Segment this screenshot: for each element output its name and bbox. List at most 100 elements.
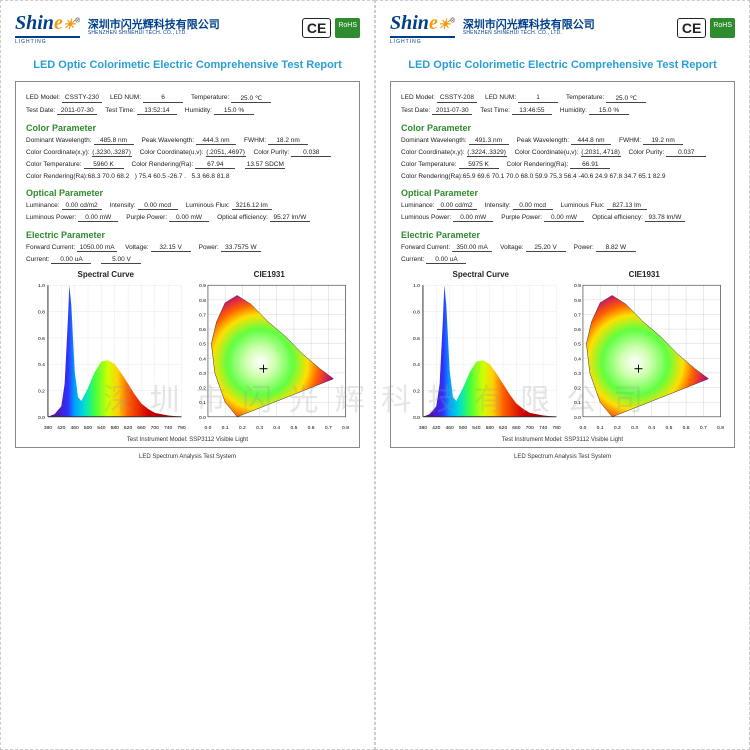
svg-text:0.2: 0.2 [574,386,581,392]
svg-text:0.5: 0.5 [290,425,297,431]
system-footer: LED Spectrum Analysis Test System [390,454,735,460]
svg-text:0.5: 0.5 [199,342,206,348]
section-electric: Electric Parameter [26,230,349,240]
svg-text:0.4: 0.4 [273,425,280,431]
svg-text:0.2: 0.2 [613,425,620,431]
svg-text:0.3: 0.3 [199,371,206,377]
svg-text:0.9: 0.9 [574,283,581,289]
spectral-title: Spectral Curve [401,270,561,279]
report-page-left: Shine☀® LIGHTING 深圳市闪光辉科技有限公司 SHENZHEN S… [0,0,375,750]
svg-text:0.7: 0.7 [574,312,581,318]
svg-text:0.2: 0.2 [413,388,420,394]
svg-text:540: 540 [472,425,481,431]
report-title: LED Optic Colorimetic Electric Comprehen… [15,59,360,71]
svg-text:0.2: 0.2 [238,425,245,431]
svg-text:0.2: 0.2 [38,388,45,394]
cie-chart: 0.00.10.20.30.40.50.60.70.80.00.10.20.30… [190,281,350,431]
svg-text:0.1: 0.1 [199,400,206,406]
svg-text:500: 500 [84,425,93,431]
svg-text:0.1: 0.1 [596,425,603,431]
logo-text: Shine☀ [390,12,450,34]
spectral-chart: 3804204605005405806206607007407800.00.20… [401,281,561,431]
company: 深圳市闪光辉科技有限公司 SHENZHEN SHINEHUI TECH. CO.… [88,19,220,37]
svg-text:0.8: 0.8 [717,425,724,431]
rohs-icon: RoHS [710,18,735,38]
svg-text:420: 420 [57,425,66,431]
svg-text:580: 580 [111,425,120,431]
svg-text:0.1: 0.1 [574,400,581,406]
svg-text:0.8: 0.8 [413,310,420,316]
svg-text:700: 700 [526,425,535,431]
svg-text:580: 580 [486,425,495,431]
svg-text:0.0: 0.0 [413,415,420,421]
svg-text:0.4: 0.4 [38,362,45,368]
svg-text:0.6: 0.6 [682,425,689,431]
svg-text:0.4: 0.4 [199,356,206,362]
svg-text:700: 700 [151,425,160,431]
svg-text:1.0: 1.0 [413,283,420,289]
logo-block: Shine☀® LIGHTING 深圳市闪光辉科技有限公司 SHENZHEN S… [15,12,220,45]
svg-text:0.0: 0.0 [574,415,581,421]
svg-text:0.5: 0.5 [574,342,581,348]
ce-icon: CE [302,18,331,38]
svg-text:0.3: 0.3 [256,425,263,431]
svg-text:380: 380 [44,425,53,431]
svg-text:540: 540 [97,425,106,431]
section-optical: Optical Parameter [401,188,724,198]
svg-text:660: 660 [137,425,146,431]
svg-text:780: 780 [177,425,185,431]
svg-text:0.3: 0.3 [574,371,581,377]
svg-text:0.0: 0.0 [38,415,45,421]
svg-text:420: 420 [432,425,441,431]
svg-text:0.7: 0.7 [324,425,331,431]
svg-text:0.8: 0.8 [574,298,581,304]
svg-text:1.0: 1.0 [38,283,45,289]
instrument-footer: Test Instrument Model: SSP3112 Visible L… [26,437,349,443]
report-frame: LED Model:CSSTY-230LED NUM:6Temperature:… [15,81,360,448]
report-frame: LED Model:CSSTY-208LED NUM:1Temperature:… [390,81,735,448]
svg-text:740: 740 [539,425,548,431]
svg-text:380: 380 [419,425,428,431]
svg-text:0.6: 0.6 [574,327,581,333]
svg-text:0.0: 0.0 [579,425,586,431]
logo-sub: LIGHTING [390,36,455,45]
cie-title: CIE1931 [190,270,350,279]
svg-text:0.2: 0.2 [199,386,206,392]
svg-text:0.8: 0.8 [38,310,45,316]
report-page-right: Shine☀® LIGHTING 深圳市闪光辉科技有限公司 SHENZHEN S… [375,0,750,750]
certifications: CE RoHS [302,18,360,38]
section-optical: Optical Parameter [26,188,349,198]
svg-text:0.0: 0.0 [199,415,206,421]
svg-text:0.4: 0.4 [413,362,420,368]
instrument-footer: Test Instrument Model: SSP3112 Visible L… [401,437,724,443]
svg-text:0.4: 0.4 [648,425,655,431]
report-title: LED Optic Colorimetic Electric Comprehen… [390,59,735,71]
svg-text:740: 740 [164,425,173,431]
svg-text:660: 660 [512,425,521,431]
section-electric: Electric Parameter [401,230,724,240]
section-color: Color Parameter [401,123,724,133]
charts-row: Spectral Curve 380 420 460 500 540 580 620 660 70… [26,270,349,433]
ce-icon: CE [677,18,706,38]
spectral-title: Spectral Curve [26,270,186,279]
svg-text:0.3: 0.3 [631,425,638,431]
svg-text:0.6: 0.6 [38,336,45,342]
svg-text:0.6: 0.6 [307,425,314,431]
cie-title: CIE1931 [565,270,725,279]
company: 深圳市闪光辉科技有限公司 SHENZHEN SHINEHUI TECH. CO.… [463,19,595,37]
svg-text:460: 460 [445,425,454,431]
section-color: Color Parameter [26,123,349,133]
svg-text:0.7: 0.7 [699,425,706,431]
svg-text:460: 460 [70,425,79,431]
svg-text:780: 780 [552,425,560,431]
svg-text:0.6: 0.6 [413,336,420,342]
svg-text:0.4: 0.4 [574,356,581,362]
svg-text:0.1: 0.1 [221,425,228,431]
svg-text:500: 500 [459,425,468,431]
svg-text:0.8: 0.8 [342,425,349,431]
svg-text:0.9: 0.9 [199,283,206,289]
svg-text:620: 620 [124,425,133,431]
logo-sub: LIGHTING [15,36,80,45]
svg-text:0.8: 0.8 [199,298,206,304]
spectral-chart: 380 420 460 500 540 580 620 660 700 740 780 0.0 0.2 0… [26,281,186,431]
